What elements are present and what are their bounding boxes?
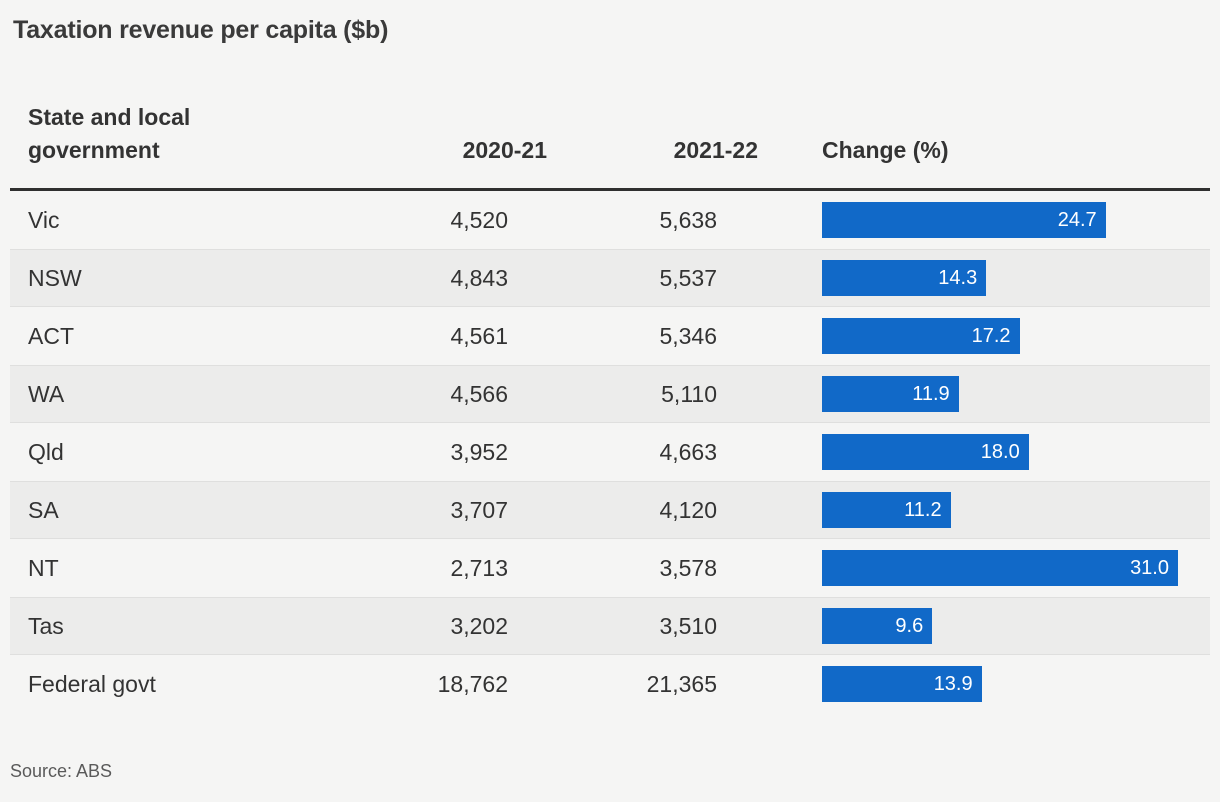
value-2020-21: 2,713 — [450, 554, 508, 581]
change-bar: 18.0 — [822, 434, 1029, 470]
row-label: WA — [28, 380, 65, 407]
bar-track: 11.2 — [822, 492, 1178, 528]
row-label: Qld — [28, 438, 64, 465]
value-2021-22: 5,110 — [661, 380, 717, 407]
change-value-label: 31.0 — [1130, 556, 1169, 579]
row-label: NSW — [28, 264, 82, 291]
change-cell: 14.3 — [758, 260, 1210, 296]
change-cell: 11.9 — [758, 376, 1210, 412]
table-row: Qld 3,952 4,663 18.0 — [10, 423, 1210, 481]
bar-track: 31.0 — [822, 550, 1178, 586]
value-2020-21: 4,561 — [450, 322, 508, 349]
table-row: WA 4,566 5,110 11.9 — [10, 365, 1210, 423]
row-label: ACT — [28, 322, 74, 349]
change-value-label: 18.0 — [980, 440, 1020, 463]
value-2020-21: 4,843 — [450, 264, 508, 291]
value-2021-22: 4,120 — [659, 496, 717, 523]
change-bar: 13.9 — [822, 666, 982, 702]
change-value-label: 11.9 — [912, 382, 950, 405]
bar-track: 11.9 — [822, 376, 1178, 412]
change-bar: 31.0 — [822, 550, 1178, 586]
table-header-row: State and local government 2020-21 2021-… — [10, 101, 1210, 191]
chart-title: Taxation revenue per capita ($b) — [13, 16, 389, 44]
table-row: NT 2,713 3,578 31.0 — [10, 539, 1210, 597]
column-header-entity: State and local government — [28, 104, 191, 163]
bar-track: 24.7 — [822, 202, 1178, 238]
row-label: SA — [28, 496, 59, 523]
value-2020-21: 18,762 — [437, 670, 508, 697]
change-value-label: 13.9 — [933, 672, 973, 695]
table-row: NSW 4,843 5,537 14.3 — [10, 249, 1210, 307]
value-2021-22: 3,578 — [659, 554, 717, 581]
value-2020-21: 4,566 — [450, 380, 508, 407]
change-value-label: 14.3 — [938, 266, 978, 289]
value-2020-21: 3,202 — [450, 612, 508, 639]
change-value-label: 9.6 — [895, 614, 924, 637]
row-label: NT — [28, 554, 59, 581]
row-label: Federal govt — [28, 670, 156, 697]
table-row: Tas 3,202 3,510 9.6 — [10, 597, 1210, 655]
bar-track: 9.6 — [822, 608, 1178, 644]
change-value-label: 11.2 — [904, 498, 942, 521]
value-2021-22: 3,510 — [659, 612, 717, 639]
change-bar: 9.6 — [822, 608, 933, 644]
bar-track: 17.2 — [822, 318, 1178, 354]
value-2021-22: 5,537 — [659, 264, 717, 291]
column-header-2020-21: 2020-21 — [462, 137, 547, 163]
change-bar: 17.2 — [822, 318, 1020, 354]
change-cell: 13.9 — [758, 666, 1210, 702]
bar-track: 14.3 — [822, 260, 1178, 296]
change-cell: 24.7 — [758, 202, 1210, 238]
table-body: Vic 4,520 5,638 24.7 NSW 4,843 5,537 14.3 ACT 4,5… — [10, 191, 1210, 713]
table-row: ACT 4,561 5,346 17.2 — [10, 307, 1210, 365]
value-2020-21: 3,707 — [450, 496, 508, 523]
value-2021-22: 5,638 — [659, 206, 717, 233]
change-value-label: 24.7 — [1057, 208, 1097, 231]
value-2020-21: 3,952 — [450, 438, 508, 465]
row-label: Tas — [28, 612, 64, 639]
value-2021-22: 5,346 — [659, 322, 717, 349]
column-header-2021-22: 2021-22 — [673, 137, 758, 163]
change-bar: 11.2 — [822, 492, 951, 528]
change-cell: 11.2 — [758, 492, 1210, 528]
bar-track: 18.0 — [822, 434, 1178, 470]
table-row: Vic 4,520 5,638 24.7 — [10, 191, 1210, 249]
source-note: Source: ABS — [10, 761, 113, 781]
table-row: SA 3,707 4,120 11.2 — [10, 481, 1210, 539]
change-cell: 17.2 — [758, 318, 1210, 354]
table-row: Federal govt 18,762 21,365 13.9 — [10, 655, 1210, 713]
data-table: State and local government 2020-21 2021-… — [10, 101, 1210, 713]
change-cell: 31.0 — [758, 550, 1210, 586]
change-bar: 24.7 — [822, 202, 1106, 238]
change-bar: 14.3 — [822, 260, 987, 296]
change-bar: 11.9 — [822, 376, 959, 412]
value-2021-22: 21,365 — [646, 670, 717, 697]
change-cell: 18.0 — [758, 434, 1210, 470]
row-label: Vic — [28, 206, 60, 233]
change-cell: 9.6 — [758, 608, 1210, 644]
value-2020-21: 4,520 — [450, 206, 508, 233]
bar-track: 13.9 — [822, 666, 1178, 702]
value-2021-22: 4,663 — [659, 438, 717, 465]
change-value-label: 17.2 — [971, 324, 1011, 347]
column-header-change: Change (%) — [822, 137, 949, 163]
